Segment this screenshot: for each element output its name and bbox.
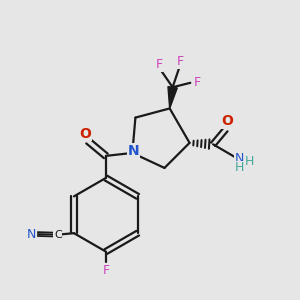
Text: N: N bbox=[128, 144, 140, 158]
Text: O: O bbox=[221, 114, 233, 128]
Text: F: F bbox=[194, 76, 201, 89]
Text: H: H bbox=[245, 154, 254, 168]
Text: C: C bbox=[54, 230, 62, 240]
Text: F: F bbox=[155, 58, 163, 71]
Polygon shape bbox=[168, 87, 177, 108]
Text: H: H bbox=[235, 161, 244, 174]
Text: N: N bbox=[27, 228, 37, 241]
Text: O: O bbox=[79, 127, 91, 141]
Text: F: F bbox=[177, 55, 184, 68]
Text: N: N bbox=[235, 152, 244, 165]
Text: F: F bbox=[102, 264, 110, 277]
